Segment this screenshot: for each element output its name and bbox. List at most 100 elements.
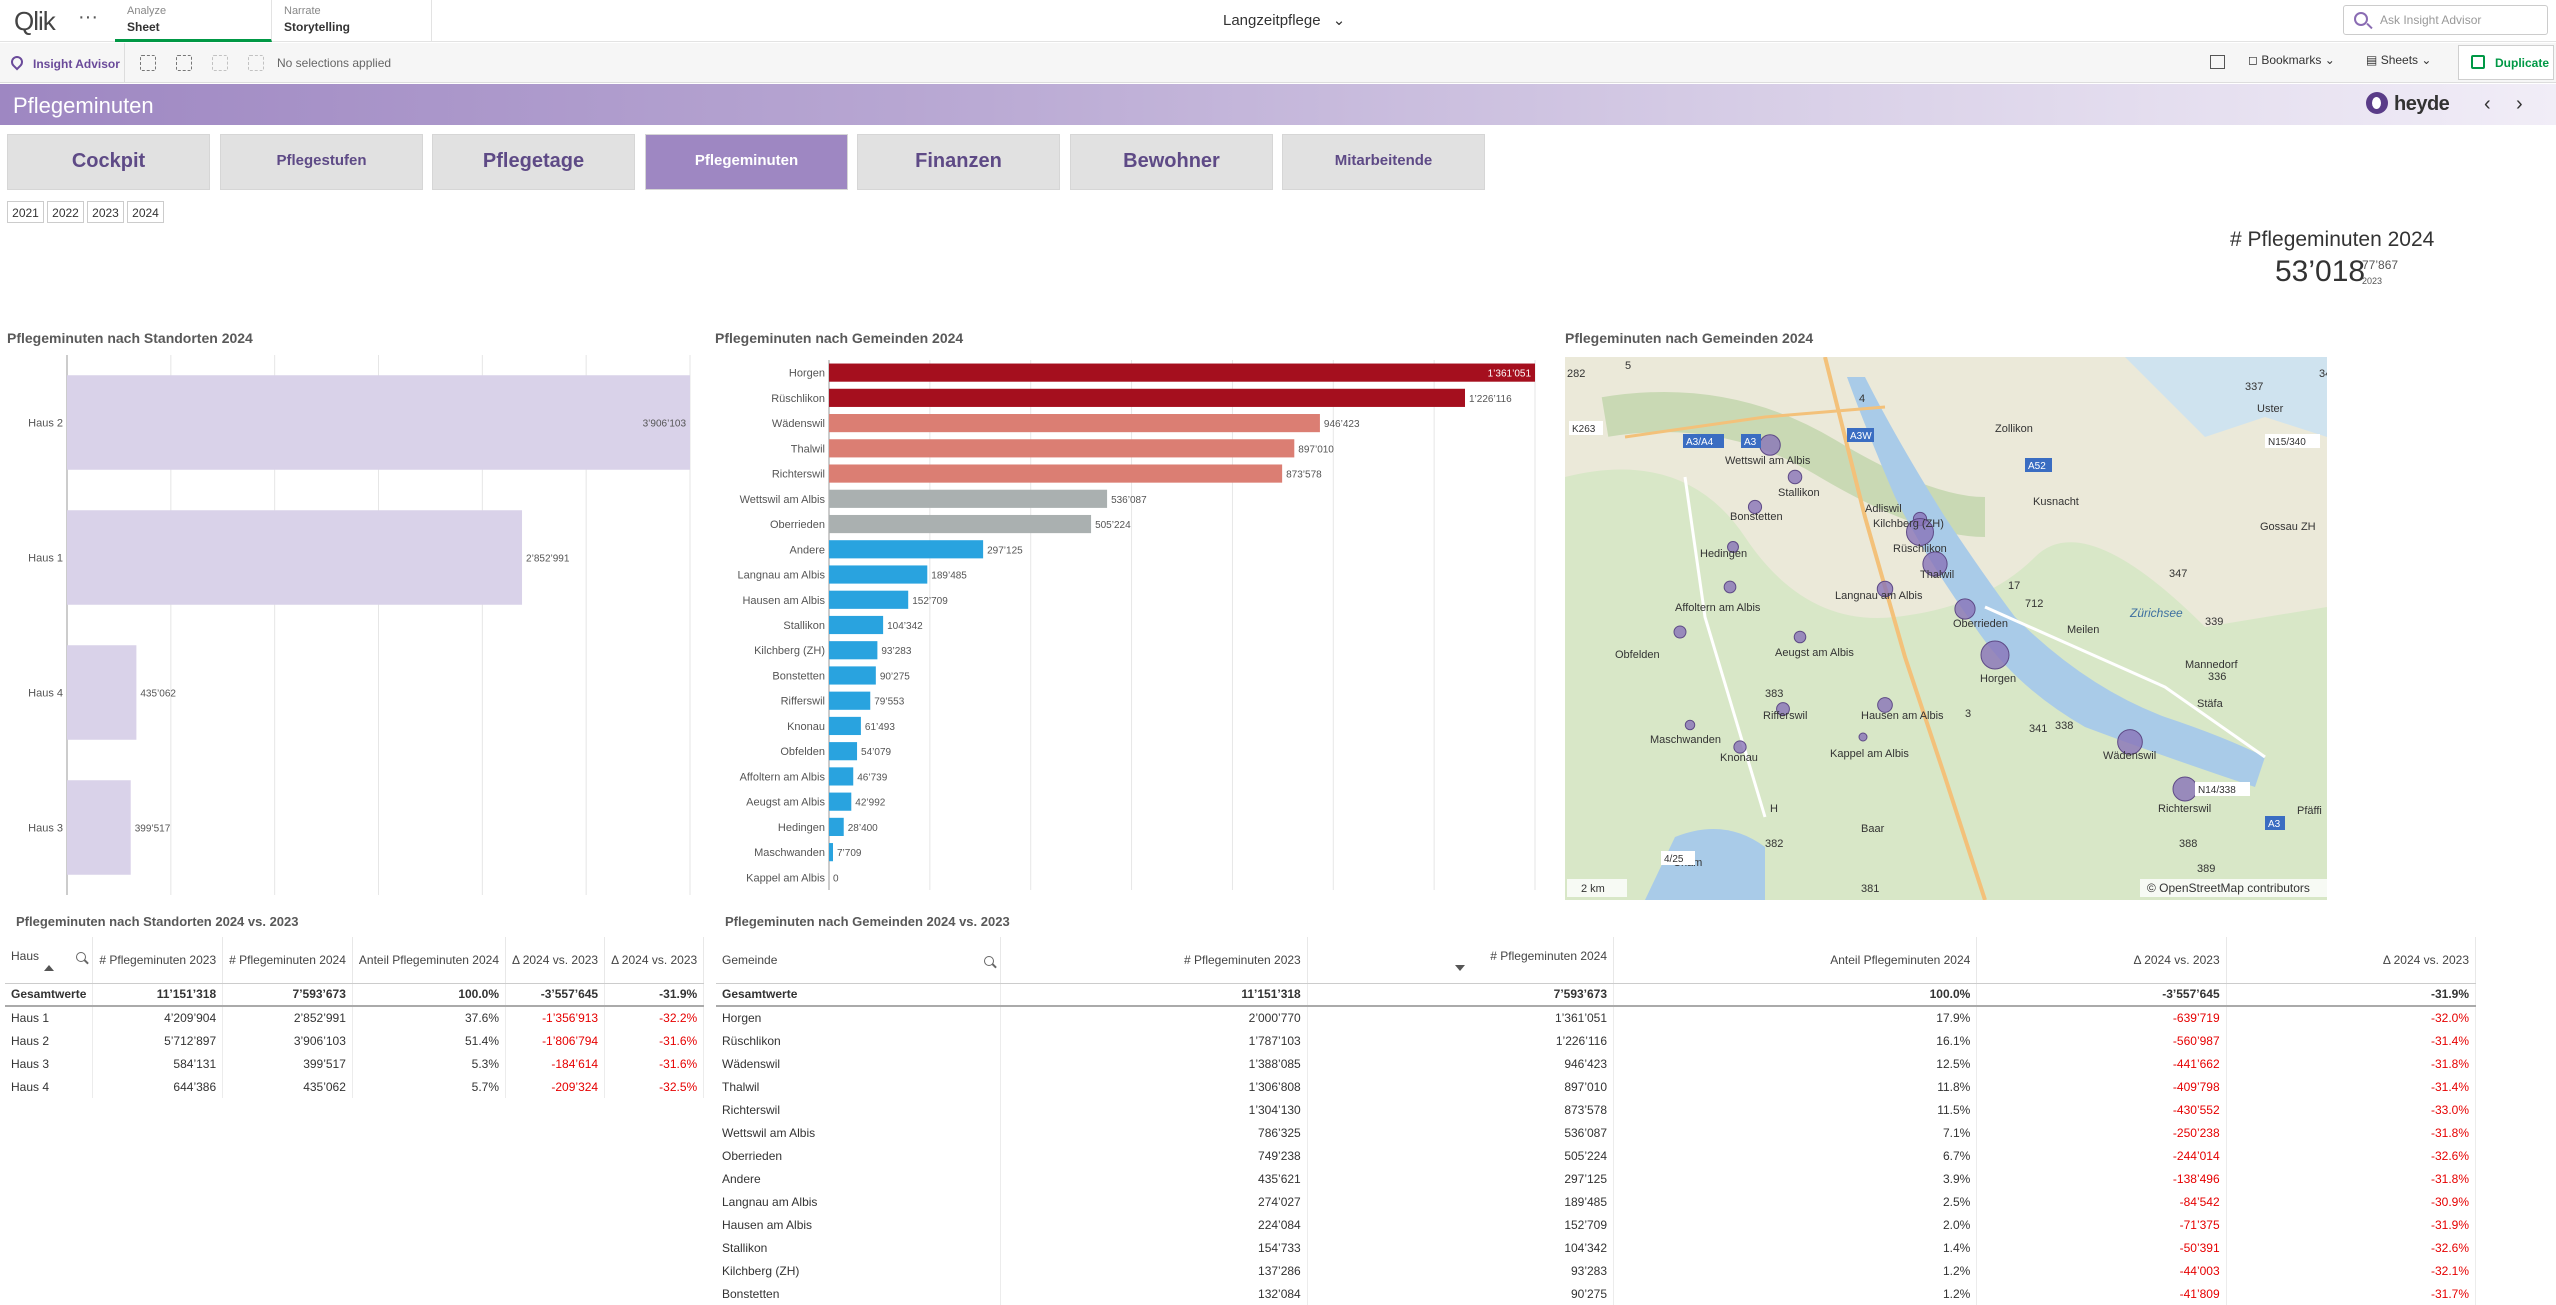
table-row[interactable]: Haus 1 4’209’904 2’852’991 37.6% -1’356’913-… (5, 1006, 705, 1029)
year-filter-2023[interactable]: 2023 (87, 201, 124, 223)
tab-analyze-sheet[interactable]: Analyze Sheet (115, 0, 272, 42)
data-label: 2’852’991 (526, 554, 570, 565)
category-label: Hausen am Albis (742, 595, 825, 607)
nav-button-pflegestufen[interactable]: Pflegestufen (220, 134, 423, 190)
table-cell: 16.1% (1613, 1029, 1978, 1052)
map-place-label: Langnau am Albis (1835, 590, 1923, 602)
table-row[interactable]: Haus 4 644’386 435’062 5.7% -209’324 -32.5% (5, 1075, 705, 1098)
insight-advisor-button[interactable]: Insight Advisor (0, 43, 125, 83)
map-pin (1980, 640, 2010, 670)
category-label: Kappel am Albis (746, 872, 825, 884)
table-row[interactable]: Oberrieden 749’238 505’224 6.7% -244’014 -32.… (716, 1144, 2477, 1167)
table-row[interactable]: Kilchberg (ZH) 137’286 93’283 1.2% -44’003 -3… (716, 1259, 2477, 1282)
bar-hausen-am-albis (829, 590, 909, 609)
column-header[interactable]: Δ 2024 vs. 2023 (2226, 937, 2477, 984)
table-row[interactable]: Stallikon 154’733 104’342 1.4% -50’391 -32.6% (716, 1236, 2477, 1259)
chevron-right-icon[interactable]: › (2516, 93, 2523, 115)
duplicate-button[interactable]: Duplicate (2458, 45, 2554, 80)
table-cell[interactable]: Gesamtwerte (716, 983, 1002, 1007)
table-cell[interactable]: Wädenswil (716, 1052, 1002, 1075)
sheets-button[interactable]: ▤ Sheets ⌄ (2366, 53, 2431, 67)
map-pin (2172, 776, 2198, 802)
nav-button-cockpit[interactable]: Cockpit (7, 134, 210, 190)
bar-knonau (829, 716, 861, 736)
table-cell: 1’787’103 (1000, 1029, 1308, 1052)
search-icon[interactable] (76, 951, 87, 962)
table-total-row[interactable]: Gesamtwerte 11’151’318 7’593’673 100.0% -3’5… (5, 983, 705, 1007)
table-cell[interactable]: Wettswil am Albis (716, 1121, 1002, 1144)
bar-wettswil-am-albis (829, 489, 1108, 508)
column-header[interactable]: Δ 2024 vs. 2023 (505, 937, 606, 984)
table-cell[interactable]: Haus 2 (5, 1029, 94, 1052)
table-cell[interactable]: Haus 3 (5, 1052, 94, 1075)
table-row[interactable]: Thalwil 1’306’808 897’010 11.8% -409’798 -31.… (716, 1075, 2477, 1098)
table-cell[interactable]: Stallikon (716, 1236, 1002, 1259)
bookmarks-button[interactable]: ◻ Bookmarks ⌄ (2248, 53, 2335, 67)
column-header[interactable]: Anteil Pflegeminuten 2024 (1613, 937, 1978, 984)
table-row[interactable]: Andere 435’621 297’125 3.9% -138’496 -31.8% (716, 1167, 2477, 1190)
table-cell[interactable]: Richterswil (716, 1098, 1002, 1121)
app-title-dropdown[interactable]: Langzeitpflege ⌄ (1223, 11, 1345, 29)
table-cell[interactable]: Hausen am Albis (716, 1213, 1002, 1236)
selections-tool-icon[interactable] (176, 55, 192, 71)
column-header[interactable]: # Pflegeminuten 2024 (1307, 937, 1615, 984)
column-header[interactable]: # Pflegeminuten 2024 (222, 937, 353, 984)
table-cell[interactable]: Haus 1 (5, 1006, 94, 1029)
table-cell[interactable]: Rüschlikon (716, 1029, 1002, 1052)
table-cell[interactable]: Andere (716, 1167, 1002, 1190)
table-row[interactable]: Langnau am Albis 274’027 189’485 2.5% -84’54… (716, 1190, 2477, 1213)
table-total-row[interactable]: Gesamtwerte 11’151’318 7’593’673 100.0% -3’5… (716, 983, 2477, 1007)
grid-view-icon[interactable] (2210, 55, 2225, 69)
search-icon[interactable] (984, 955, 995, 966)
qlik-logo[interactable]: Qlik (14, 6, 56, 36)
smart-search-icon[interactable] (140, 55, 156, 71)
tab-label: Sheet (127, 20, 160, 34)
year-filter-2024[interactable]: 2024 (127, 201, 164, 223)
table-row[interactable]: Rüschlikon 1’787’103 1’226’116 16.1% -560’98… (716, 1029, 2477, 1052)
sheet-header: Pflegeminuten heyde ‹ › (0, 84, 2556, 125)
table-row[interactable]: Richterswil 1’304’130 873’578 11.5% -430’552… (716, 1098, 2477, 1121)
column-header[interactable]: # Pflegeminuten 2023 (1000, 937, 1308, 984)
column-header[interactable]: Anteil Pflegeminuten 2024 (352, 937, 507, 984)
chart-standorte[interactable]: Haus 2 3’906’103 Haus 1 2’852’991 Haus 4 435’… (0, 355, 700, 900)
table-cell: 37.6% (352, 1006, 507, 1029)
table-cell[interactable]: Haus 4 (5, 1075, 94, 1098)
more-menu-icon[interactable]: ··· (78, 6, 98, 28)
column-header[interactable]: Haus (5, 937, 94, 984)
chart-gemeinden[interactable]: Horgen 1’361’051 Rüschlikon 1’226’116 Wädens… (705, 355, 1555, 900)
map-pin (1858, 732, 1868, 742)
table-row[interactable]: Hausen am Albis 224’084 152’709 2.0% -71’375… (716, 1213, 2477, 1236)
table-cell: 1’361’051 (1307, 1006, 1615, 1029)
table-cell[interactable]: Gesamtwerte (5, 983, 94, 1007)
table-cell[interactable]: Kilchberg (ZH) (716, 1259, 1002, 1282)
year-filter-2021[interactable]: 2021 (7, 201, 44, 223)
road-number: 382 (1765, 838, 1783, 850)
column-header[interactable]: Δ 2024 vs. 2023 (604, 937, 705, 984)
nav-button-pflegeminuten[interactable]: Pflegeminuten (645, 134, 848, 190)
table-cell: -250’238 (1976, 1121, 2227, 1144)
map-attribution[interactable]: © OpenStreetMap contributors (2147, 881, 2310, 895)
bar-affoltern-am-albis (829, 767, 854, 786)
table-row[interactable]: Haus 2 5’712’897 3’906’103 51.4% -1’806’794-… (5, 1029, 705, 1052)
nav-button-finanzen[interactable]: Finanzen (857, 134, 1060, 190)
table-row[interactable]: Wädenswil 1’388’085 946’423 12.5% -441’662 -3… (716, 1052, 2477, 1075)
table-row[interactable]: Wettswil am Albis 786’325 536’087 7.1% -250’… (716, 1121, 2477, 1144)
insight-search-input[interactable]: Ask Insight Advisor (2343, 5, 2548, 35)
nav-button-mitarbeitende[interactable]: Mitarbeitende (1282, 134, 1485, 190)
category-label: Haus 3 (28, 823, 63, 835)
table-cell[interactable]: Thalwil (716, 1075, 1002, 1098)
table-cell[interactable]: Horgen (716, 1006, 1002, 1029)
column-header[interactable]: Δ 2024 vs. 2023 (1976, 937, 2227, 984)
column-header[interactable]: Gemeinde (716, 937, 1002, 984)
column-header[interactable]: # Pflegeminuten 2023 (92, 937, 224, 984)
chevron-left-icon[interactable]: ‹ (2484, 93, 2491, 115)
nav-button-bewohner[interactable]: Bewohner (1070, 134, 1273, 190)
table-cell[interactable]: Oberrieden (716, 1144, 1002, 1167)
map-gemeinden[interactable]: Zürichsee Wettswil am Albis Stallikon Bons… (1565, 357, 2327, 900)
table-row[interactable]: Haus 3 584’131 399’517 5.3% -184’614 -31.6% (5, 1052, 705, 1075)
nav-button-pflegetage[interactable]: Pflegetage (432, 134, 635, 190)
tab-narrate-storytelling[interactable]: Narrate Storytelling (272, 0, 432, 42)
table-row[interactable]: Horgen 2’000’770 1’361’051 17.9% -639’719 -32… (716, 1006, 2477, 1029)
table-cell[interactable]: Langnau am Albis (716, 1190, 1002, 1213)
year-filter-2022[interactable]: 2022 (47, 201, 84, 223)
